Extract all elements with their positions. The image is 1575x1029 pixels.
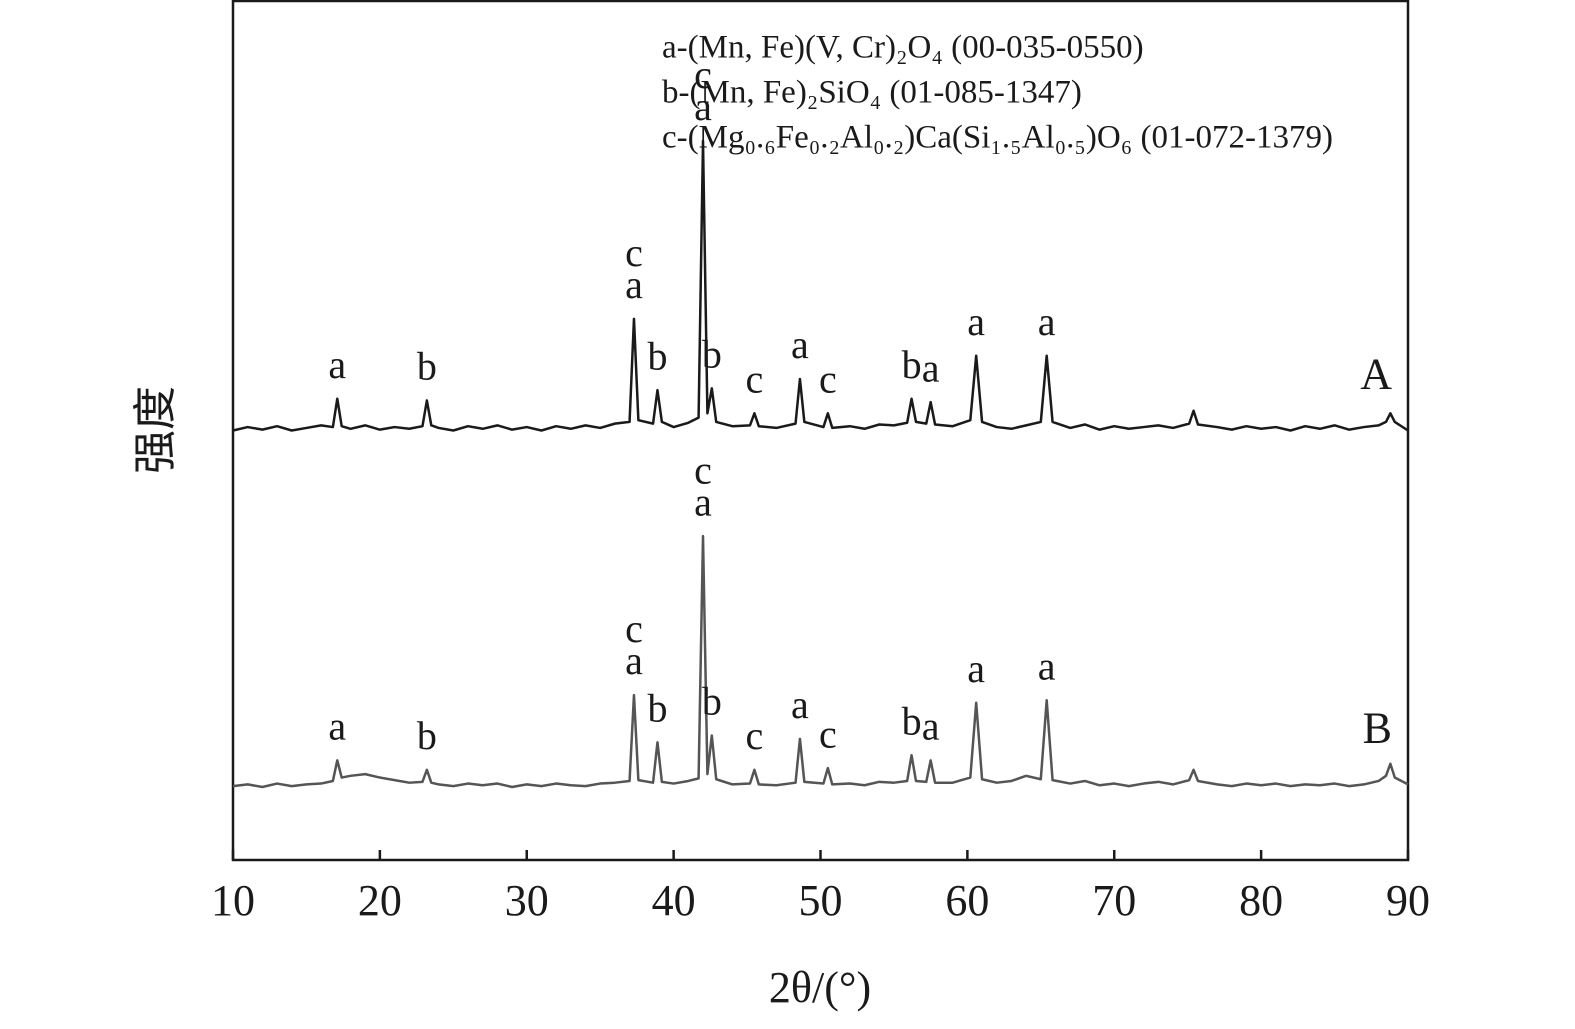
peak-label: a [694,479,712,524]
x-axis-label: 2θ/(°) [769,963,871,1012]
x-tick-label: 70 [1092,876,1136,925]
peak-label: b [702,679,722,724]
peak-label: b [417,713,437,758]
legend-text: a-(Mn, Fe)(V, Cr)₂O₄ (00-035-0550) [662,30,1144,66]
peak-label: c [625,606,643,651]
peak-label: a [328,704,346,749]
legend-text: c-(Mg₀.₆Fe₀.₂Al₀.₂)Ca(Si₁.₅Al₀.₅)O₆ (01-… [662,120,1333,156]
y-axis-label: 强度 [131,386,180,474]
peak-label: c [694,52,712,97]
spectrum-line [232,139,1409,432]
x-tick-label: 80 [1239,876,1283,925]
peak-label: b [702,332,722,377]
peak-label: b [647,333,667,378]
x-tick-label: 20 [358,876,402,925]
peak-label: a [1038,643,1056,688]
legend-text: b-(Mn, Fe)₂SiO₄ (01-085-1347) [662,75,1082,111]
x-tick-label: 30 [505,876,549,925]
peak-label: a [967,299,985,344]
peak-label: b [902,342,922,387]
peak-label: c [746,356,764,401]
peak-label: a [625,638,643,683]
peak-label: b [647,685,667,730]
peak-label: b [902,698,922,743]
peak-label: a [694,84,712,129]
peak-label: c [694,447,712,492]
peak-label: a [625,262,643,307]
peak-label: a [922,345,940,390]
x-tick-label: 50 [799,876,843,925]
peak-label: a [791,322,809,367]
x-tick-label: 10 [211,876,255,925]
x-tick-label: 40 [652,876,696,925]
x-tick-label: 90 [1386,876,1430,925]
peak-label: c [746,713,764,758]
peak-label: c [819,356,837,401]
spectrum-line [232,534,1409,789]
peak-label: b [417,344,437,389]
series-label: A [1360,350,1392,399]
peak-label: a [791,682,809,727]
peak-label: a [922,704,940,749]
peak-label: c [625,230,643,275]
peak-label: c [819,711,837,756]
series-label: B [1363,704,1392,753]
x-tick-label: 60 [945,876,989,925]
peak-label: a [967,646,985,691]
peak-label: a [328,342,346,387]
peak-label: a [1038,299,1056,344]
